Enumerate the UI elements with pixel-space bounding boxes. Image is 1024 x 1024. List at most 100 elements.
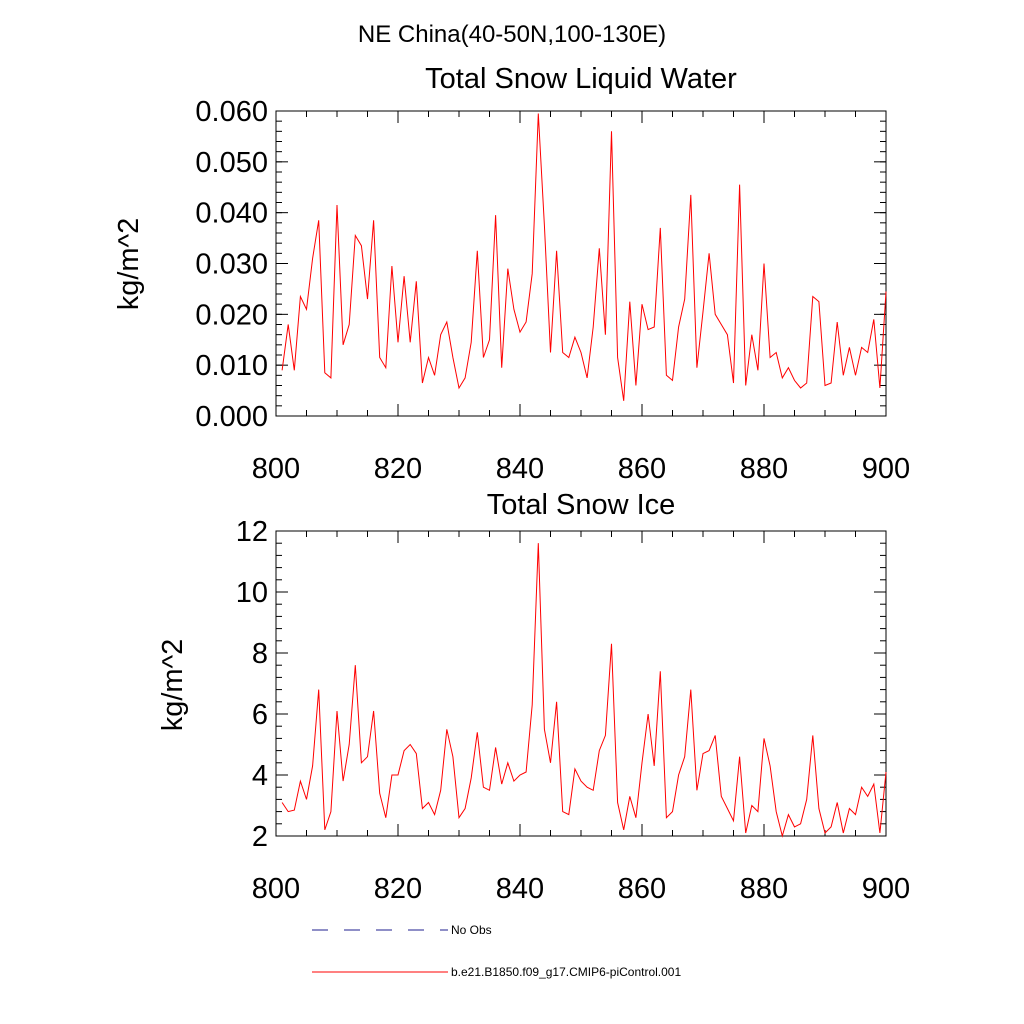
data-point	[599, 750, 600, 751]
data-point	[282, 802, 283, 803]
data-point	[495, 215, 496, 216]
data-point	[788, 814, 789, 815]
data-point	[593, 327, 594, 328]
y-tick-label: 8	[252, 638, 268, 670]
data-point	[538, 113, 539, 114]
data-point	[391, 775, 392, 776]
x-tick-label: 800	[252, 453, 300, 485]
data-point	[410, 342, 411, 343]
data-point	[733, 383, 734, 384]
legend-label-no-obs: No Obs	[451, 923, 492, 937]
data-point	[733, 820, 734, 821]
data-point	[837, 802, 838, 803]
data-point	[337, 711, 338, 712]
data-point	[599, 248, 600, 249]
data-point	[532, 273, 533, 274]
data-point	[794, 826, 795, 827]
data-point	[330, 377, 331, 378]
data-point	[861, 787, 862, 788]
data-point	[831, 383, 832, 384]
data-point	[391, 266, 392, 267]
x-tick-label: 840	[496, 873, 544, 905]
data-point	[452, 756, 453, 757]
data-point	[660, 227, 661, 228]
data-point	[696, 790, 697, 791]
data-point	[757, 811, 758, 812]
data-point	[562, 352, 563, 353]
data-point	[581, 352, 582, 353]
data-point	[574, 768, 575, 769]
data-point	[361, 245, 362, 246]
data-point	[825, 833, 826, 834]
y-tick-label: 0.000	[195, 401, 268, 433]
data-point	[440, 334, 441, 335]
data-point	[312, 258, 313, 259]
data-point	[764, 738, 765, 739]
data-point	[727, 808, 728, 809]
data-point	[843, 375, 844, 376]
y-tick-label: 2	[252, 821, 268, 853]
data-point	[288, 324, 289, 325]
data-point	[507, 268, 508, 269]
data-point	[703, 311, 704, 312]
y-tick-label: 0.060	[195, 96, 268, 128]
data-point	[812, 735, 813, 736]
panel-total-snow-liquid-water: Total Snow Liquid Water kg/m^2 800 820 840…	[113, 63, 910, 485]
data-point	[416, 753, 417, 754]
data-point	[355, 235, 356, 236]
data-point	[812, 296, 813, 297]
y-tick-label: 0.010	[195, 350, 268, 382]
data-point	[684, 756, 685, 757]
data-point	[568, 357, 569, 358]
data-point	[465, 377, 466, 378]
data-point	[861, 347, 862, 348]
data-point	[635, 817, 636, 818]
data-point	[770, 357, 771, 358]
x-tick-label: 900	[862, 453, 910, 485]
data-point	[373, 711, 374, 712]
data-point	[452, 357, 453, 358]
data-point	[617, 802, 618, 803]
data-point	[526, 322, 527, 323]
data-point	[855, 375, 856, 376]
data-point	[324, 829, 325, 830]
data-point	[330, 811, 331, 812]
data-point	[818, 301, 819, 302]
series-line	[281, 543, 887, 838]
data-point	[361, 762, 362, 763]
data-point	[385, 367, 386, 368]
data-point	[404, 750, 405, 751]
plot-frame	[275, 530, 887, 837]
data-point	[587, 787, 588, 788]
data-point	[337, 205, 338, 206]
data-point	[721, 324, 722, 325]
data-point	[745, 385, 746, 386]
data-point	[623, 829, 624, 830]
data-point	[672, 380, 673, 381]
data-point	[666, 375, 667, 376]
data-point	[593, 790, 594, 791]
data-point	[635, 385, 636, 386]
data-point	[696, 367, 697, 368]
data-point	[837, 322, 838, 323]
data-point	[324, 372, 325, 373]
data-point	[629, 796, 630, 797]
y-axis-label: kg/m^2	[157, 639, 189, 732]
y-axis-label: kg/m^2	[113, 218, 145, 311]
data-point	[855, 814, 856, 815]
y-tick-label: 0.050	[195, 147, 268, 179]
data-point	[416, 281, 417, 282]
data-point	[629, 301, 630, 302]
data-point	[294, 810, 295, 811]
data-point	[788, 367, 789, 368]
data-point	[611, 643, 612, 644]
data-point	[398, 775, 399, 776]
data-point	[318, 689, 319, 690]
data-point	[873, 319, 874, 320]
data-point	[422, 383, 423, 384]
data-point	[404, 276, 405, 277]
data-point	[343, 344, 344, 345]
data-point	[831, 826, 832, 827]
data-point	[690, 194, 691, 195]
data-point	[818, 808, 819, 809]
